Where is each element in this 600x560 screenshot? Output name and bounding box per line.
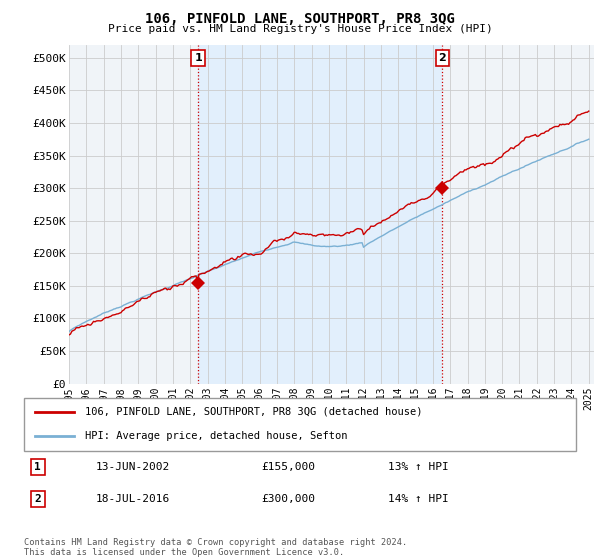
Text: 106, PINFOLD LANE, SOUTHPORT, PR8 3QG: 106, PINFOLD LANE, SOUTHPORT, PR8 3QG [145,12,455,26]
Text: 106, PINFOLD LANE, SOUTHPORT, PR8 3QG (detached house): 106, PINFOLD LANE, SOUTHPORT, PR8 3QG (d… [85,407,422,417]
Text: £155,000: £155,000 [262,462,316,472]
Text: 1: 1 [34,462,41,472]
Text: 2: 2 [439,53,446,63]
Text: 18-JUL-2016: 18-JUL-2016 [96,494,170,504]
Text: Price paid vs. HM Land Registry's House Price Index (HPI): Price paid vs. HM Land Registry's House … [107,24,493,34]
Text: 13-JUN-2002: 13-JUN-2002 [96,462,170,472]
Text: 1: 1 [194,53,202,63]
Text: Contains HM Land Registry data © Crown copyright and database right 2024.
This d: Contains HM Land Registry data © Crown c… [24,538,407,557]
Text: 14% ↑ HPI: 14% ↑ HPI [388,494,449,504]
Text: 13% ↑ HPI: 13% ↑ HPI [388,462,449,472]
Text: HPI: Average price, detached house, Sefton: HPI: Average price, detached house, Seft… [85,431,347,441]
Text: £300,000: £300,000 [262,494,316,504]
Text: 2: 2 [34,494,41,504]
Bar [198,45,442,384]
